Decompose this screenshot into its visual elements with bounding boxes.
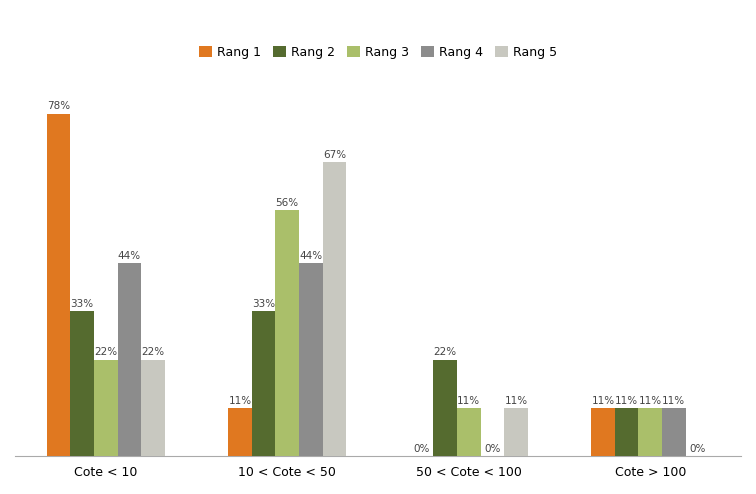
Text: 0%: 0% bbox=[484, 444, 500, 454]
Text: 22%: 22% bbox=[94, 347, 117, 358]
Text: 44%: 44% bbox=[299, 251, 322, 261]
Text: 33%: 33% bbox=[70, 299, 94, 309]
Bar bbox=[457, 408, 481, 456]
Bar bbox=[323, 162, 346, 456]
Bar bbox=[141, 360, 165, 456]
Text: 0%: 0% bbox=[689, 444, 705, 454]
Text: 44%: 44% bbox=[118, 251, 141, 261]
Text: 11%: 11% bbox=[457, 396, 480, 406]
Text: 33%: 33% bbox=[252, 299, 275, 309]
Text: 56%: 56% bbox=[276, 198, 299, 208]
Bar bbox=[228, 408, 252, 456]
Text: 11%: 11% bbox=[228, 396, 252, 406]
Bar bbox=[47, 114, 70, 456]
Text: 11%: 11% bbox=[662, 396, 686, 406]
Text: 11%: 11% bbox=[504, 396, 528, 406]
Text: 22%: 22% bbox=[141, 347, 165, 358]
Text: 0%: 0% bbox=[414, 444, 429, 454]
Legend: Rang 1, Rang 2, Rang 3, Rang 4, Rang 5: Rang 1, Rang 2, Rang 3, Rang 4, Rang 5 bbox=[194, 41, 562, 64]
Bar bbox=[299, 263, 323, 456]
Bar bbox=[639, 408, 662, 456]
Bar bbox=[433, 360, 457, 456]
Text: 11%: 11% bbox=[591, 396, 615, 406]
Bar bbox=[252, 311, 275, 456]
Text: 11%: 11% bbox=[639, 396, 662, 406]
Bar bbox=[94, 360, 117, 456]
Bar bbox=[615, 408, 639, 456]
Bar bbox=[662, 408, 686, 456]
Text: 78%: 78% bbox=[47, 101, 70, 112]
Bar bbox=[117, 263, 141, 456]
Bar bbox=[591, 408, 615, 456]
Text: 67%: 67% bbox=[323, 150, 346, 160]
Bar bbox=[70, 311, 94, 456]
Text: 11%: 11% bbox=[615, 396, 638, 406]
Bar bbox=[275, 210, 299, 456]
Bar bbox=[504, 408, 528, 456]
Text: 22%: 22% bbox=[434, 347, 457, 358]
